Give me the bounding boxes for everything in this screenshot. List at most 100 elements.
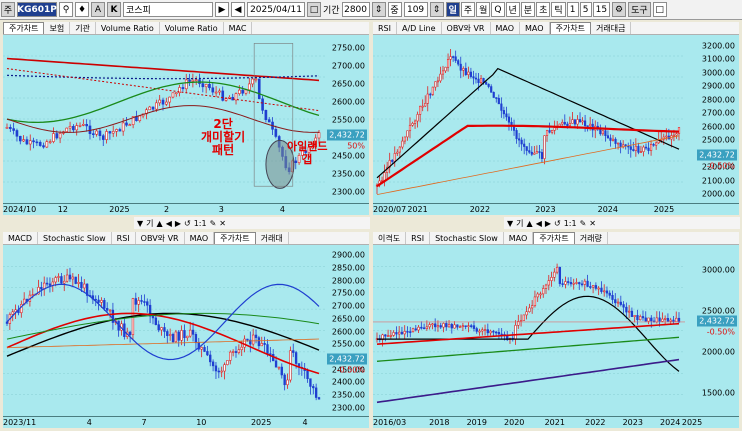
panel-tab[interactable]: Stochastic Slow [430, 232, 504, 244]
collapse-icon[interactable]: ▲ [526, 218, 533, 228]
candle-body [611, 138, 615, 141]
panel-tab[interactable]: 보험 [44, 22, 71, 34]
panel-tab[interactable]: OBV와 VR [442, 22, 491, 34]
candle-body [254, 78, 258, 81]
panel-tab[interactable]: 주가차트 [533, 232, 575, 244]
chart-panel-daily-long[interactable]: MACD Stochastic Slow RSI OBV와 VR MAO 주가차트 거래대 … [3, 232, 369, 428]
interval-button[interactable]: 월 [476, 2, 491, 17]
period-stepper[interactable]: ⇕ [371, 2, 386, 17]
panel-tab[interactable]: RSI [112, 232, 136, 244]
interval-button[interactable]: 일 [445, 2, 460, 17]
candle-body [538, 151, 541, 153]
panel-tab[interactable]: 거래량 [575, 232, 608, 244]
moving-average-line [376, 336, 680, 362]
nav-right-icon[interactable]: ▶ [174, 218, 181, 228]
panel-tab[interactable]: RSI [406, 232, 431, 244]
nav-left-icon[interactable]: ◀ [535, 218, 542, 228]
time-label: 2022 [585, 418, 606, 427]
panel-tab[interactable]: MAO [491, 22, 521, 34]
panel-tab[interactable]: Volume Ratio [160, 22, 224, 34]
reset-icon[interactable]: ↺ [184, 218, 191, 228]
panel-tab[interactable]: 거래대금 [591, 22, 632, 34]
lock-icon[interactable]: ♦ [75, 2, 89, 17]
panel-tab[interactable]: RSI [373, 22, 397, 34]
interval-button[interactable]: 15 [592, 2, 611, 17]
candle-body [154, 317, 158, 325]
candle-body [177, 331, 180, 341]
candle-body [492, 92, 495, 98]
k-button[interactable]: K [107, 2, 121, 17]
edit-icon[interactable]: ✎ [579, 218, 587, 228]
panel-tab[interactable]: 이격도 [373, 232, 407, 244]
expand-icon[interactable]: ▼ [137, 218, 144, 228]
nav-left-icon[interactable]: ◀ [165, 218, 172, 228]
date-field[interactable]: 2025/04/11 [247, 2, 305, 17]
panel-tab[interactable]: Volume Ratio [96, 22, 160, 34]
play-icon[interactable]: ▶ [215, 2, 229, 17]
panel-tab[interactable]: MACD [3, 232, 38, 244]
interval-button[interactable]: 틱 [551, 2, 566, 17]
panel-tab[interactable]: A/D Line [397, 22, 442, 34]
search-icon[interactable]: ⚲ [59, 2, 73, 17]
reset-icon[interactable]: ↺ [554, 218, 561, 228]
period-input[interactable]: 2800 [341, 2, 370, 17]
panel-tab[interactable]: 주가차트 [3, 22, 45, 34]
moving-average-line [6, 312, 320, 357]
chart-panel-monthly[interactable]: 이격도 RSI Stochastic Slow MAO 주가차트 거래량 3000.00 2… [373, 232, 739, 428]
edit-icon[interactable]: ✎ [209, 218, 217, 228]
interval-button[interactable]: 분 [520, 2, 536, 17]
panel-tab[interactable]: OBV와 VR [136, 232, 185, 244]
candlestick-chart [373, 263, 685, 404]
candlestick-chart [373, 48, 685, 195]
panel-tab[interactable]: 주가차트 [549, 22, 592, 34]
panel-tab[interactable]: MAO [520, 22, 550, 34]
market-type-box[interactable]: 주 [1, 2, 15, 17]
zoom-stepper[interactable]: ⇕ [429, 2, 444, 17]
panel-tab[interactable]: Stochastic Slow [38, 232, 112, 244]
candle-body [111, 131, 115, 134]
close-icon[interactable]: ✕ [219, 218, 226, 228]
zoom-input[interactable]: 109 [403, 2, 428, 17]
collapse-icon[interactable]: ▲ [156, 218, 163, 228]
close-icon[interactable]: ✕ [589, 218, 596, 228]
interval-button[interactable]: Q [491, 2, 505, 17]
expand-icon[interactable]: ▼ [507, 218, 514, 228]
chart-panel-daily[interactable]: 주가차트 보험 기관 Volume Ratio Volume Ratio MAC 2750… [3, 22, 369, 215]
interval-button[interactable]: 5 [579, 2, 592, 17]
chart-panel-weekly[interactable]: RSI A/D Line OBV와 VR MAO MAO 주가차트 거래대금 3200.00… [373, 22, 739, 215]
panel-tab[interactable]: MAO [504, 232, 534, 244]
panel-tab[interactable]: 주가차트 [214, 232, 256, 244]
interval-button[interactable]: 1 [566, 2, 579, 17]
candle-body [401, 140, 404, 148]
price-label: 2600.00 [331, 97, 365, 107]
candle-body [277, 366, 281, 369]
candle-body [507, 116, 511, 123]
pin-icon[interactable]: □ [652, 2, 667, 17]
price-label: 2550.00 [331, 339, 365, 349]
a-button[interactable]: A [91, 2, 105, 17]
candle-body [619, 142, 622, 148]
candle-body [381, 334, 384, 341]
panel-tabs: RSI A/D Line OBV와 VR MAO MAO 주가차트 거래대금 [373, 22, 739, 35]
calendar-icon[interactable]: □ [307, 2, 321, 17]
panel-tab[interactable]: 기관 [70, 22, 96, 34]
symbol-code-input[interactable]: KG601P [17, 2, 57, 17]
price-label: 2350.00 [331, 169, 365, 179]
candle-body [384, 334, 387, 337]
fit-ratio[interactable]: 1:1 [563, 218, 577, 228]
interval-button[interactable]: 주 [460, 2, 476, 17]
panel-tab[interactable]: MAO [185, 232, 215, 244]
tools-button[interactable]: 도구 [628, 2, 651, 17]
fit-ratio[interactable]: 1:1 [193, 218, 207, 228]
symbol-name-field[interactable]: 코스피 [123, 2, 213, 17]
candle-body [32, 140, 35, 143]
nav-right-icon[interactable]: ▶ [544, 218, 551, 228]
settings-icon[interactable]: ⚙ [612, 2, 627, 17]
interval-button[interactable]: 초 [536, 2, 551, 17]
interval-button[interactable]: 년 [505, 2, 520, 17]
candle-body [492, 330, 495, 333]
panel-tab[interactable]: 거래대 [256, 232, 289, 244]
panel-tab[interactable]: MAC [224, 22, 253, 34]
candle-body [48, 283, 52, 286]
back-icon[interactable]: ◀ [231, 2, 245, 17]
